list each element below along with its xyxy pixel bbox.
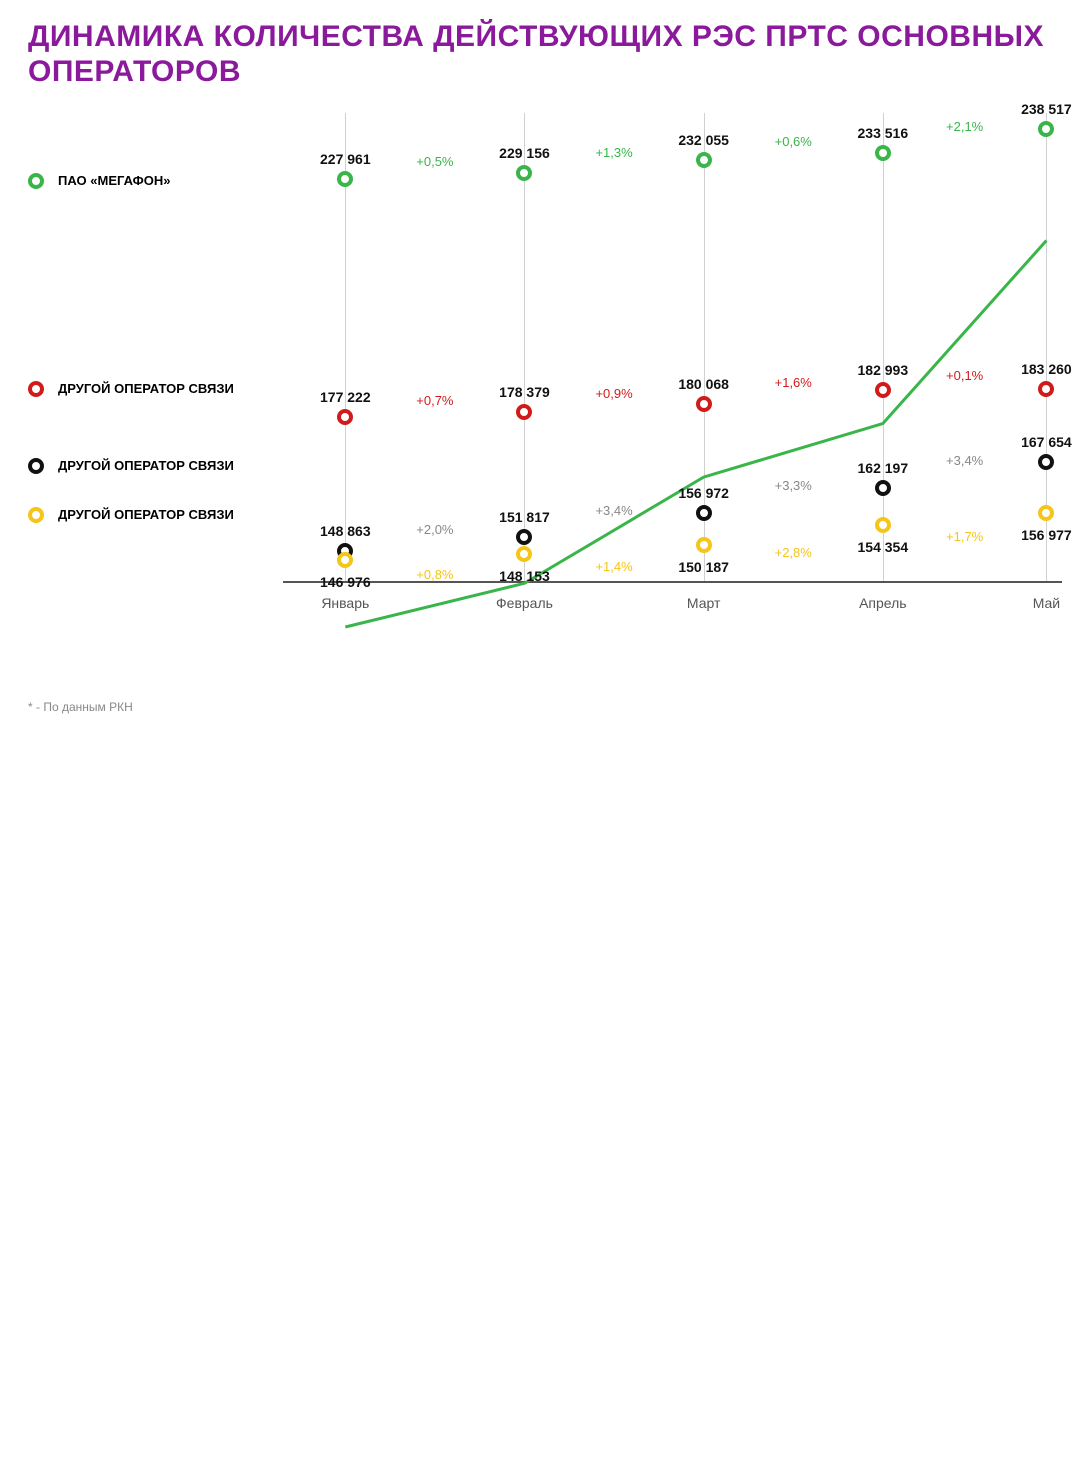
value-label: 229 156: [499, 145, 550, 161]
value-label: 233 516: [858, 125, 909, 141]
data-point: [337, 171, 353, 187]
delta-label: +0,5%: [416, 154, 453, 169]
value-label: 232 055: [678, 132, 729, 148]
legend-marker-icon: [28, 458, 44, 474]
value-label: 227 961: [320, 151, 371, 167]
delta-label: +1,3%: [595, 145, 632, 160]
delta-label: +1,4%: [595, 559, 632, 574]
value-label: 148 863: [320, 523, 371, 539]
footnote: * - По данным РКН: [28, 700, 133, 714]
value-label: 180 068: [678, 376, 729, 392]
delta-label: +1,7%: [946, 529, 983, 544]
value-label: 156 972: [678, 485, 729, 501]
value-label: 178 379: [499, 384, 550, 400]
data-point: [875, 145, 891, 161]
delta-label: +3,4%: [595, 503, 632, 518]
data-point: [1038, 381, 1054, 397]
legend-item: ДРУГОЙ ОПЕРАТОР СВЯЗИ: [28, 381, 234, 397]
value-label: 177 222: [320, 389, 371, 405]
data-point: [696, 152, 712, 168]
delta-label: +3,3%: [775, 478, 812, 493]
delta-label: +1,6%: [775, 375, 812, 390]
legend-label: ДРУГОЙ ОПЕРАТОР СВЯЗИ: [58, 381, 234, 397]
legend-column: ПАО «МЕГАФОН» ДРУГОЙ ОПЕРАТОР СВЯЗИ ДРУГОЙ…: [28, 113, 283, 623]
data-point: [516, 404, 532, 420]
legend-item: ДРУГОЙ ОПЕРАТОР СВЯЗИ: [28, 458, 234, 474]
data-point: [516, 165, 532, 181]
value-label: 167 654: [1021, 434, 1072, 450]
legend-item: ДРУГОЙ ОПЕРАТОР СВЯЗИ: [28, 507, 234, 523]
plot-region: 227 961229 156232 055233 516238 517+0,5%…: [283, 113, 1062, 583]
delta-label: +0,8%: [416, 567, 453, 582]
legend-item: ПАО «МЕГАФОН»: [28, 173, 170, 189]
chart-title: ДИНАМИКА КОЛИЧЕСТВА ДЕЙСТВУЮЩИХ РЭС ПРТС…: [28, 20, 1062, 89]
value-label: 183 260: [1021, 361, 1072, 377]
data-point: [696, 505, 712, 521]
data-point: [696, 396, 712, 412]
legend-label: ДРУГОЙ ОПЕРАТОР СВЯЗИ: [58, 458, 234, 474]
value-label: 154 354: [858, 539, 909, 555]
delta-label: +2,0%: [416, 522, 453, 537]
data-point: [1038, 505, 1054, 521]
legend-label: ПАО «МЕГАФОН»: [58, 173, 170, 189]
delta-label: +0,7%: [416, 393, 453, 408]
delta-label: +0,6%: [775, 134, 812, 149]
data-point: [516, 529, 532, 545]
legend-marker-icon: [28, 507, 44, 523]
plot-column: 227 961229 156232 055233 516238 517+0,5%…: [283, 113, 1062, 623]
delta-label: +2,1%: [946, 119, 983, 134]
chart-area: ПАО «МЕГАФОН» ДРУГОЙ ОПЕРАТОР СВЯЗИ ДРУГОЙ…: [28, 113, 1062, 623]
value-label: 182 993: [858, 362, 909, 378]
legend-marker-icon: [28, 173, 44, 189]
delta-label: +0,9%: [595, 386, 632, 401]
value-label: 151 817: [499, 509, 550, 525]
value-label: 150 187: [678, 559, 729, 575]
legend-marker-icon: [28, 381, 44, 397]
data-point: [1038, 121, 1054, 137]
value-label: 162 197: [858, 460, 909, 476]
value-label: 148 153: [499, 568, 550, 584]
data-point: [1038, 454, 1054, 470]
delta-label: +3,4%: [946, 453, 983, 468]
value-label: 146 976: [320, 574, 371, 590]
delta-label: +2,8%: [775, 545, 812, 560]
data-point: [516, 546, 532, 562]
data-point: [875, 480, 891, 496]
legend-label: ДРУГОЙ ОПЕРАТОР СВЯЗИ: [58, 507, 234, 523]
series-line: [283, 113, 1062, 1464]
data-point: [875, 382, 891, 398]
value-label: 156 977: [1021, 527, 1072, 543]
data-point: [337, 409, 353, 425]
data-point: [875, 517, 891, 533]
value-label: 238 517: [1021, 101, 1072, 117]
delta-label: +0,1%: [946, 368, 983, 383]
data-point: [337, 552, 353, 568]
data-point: [696, 537, 712, 553]
